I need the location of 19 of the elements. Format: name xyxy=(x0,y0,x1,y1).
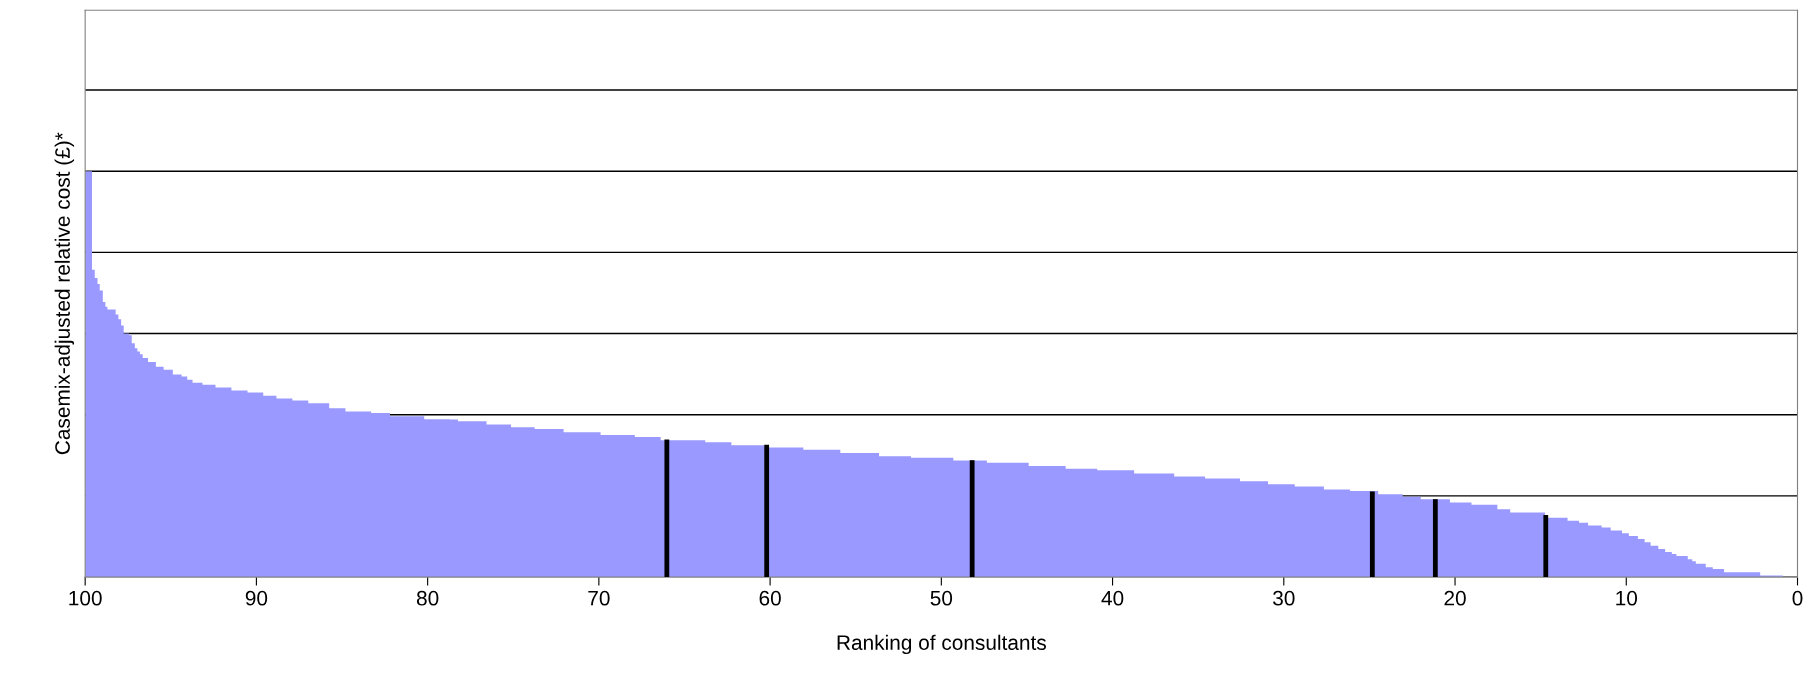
x-tick-label: 90 xyxy=(245,590,268,606)
x-tick-label: 60 xyxy=(759,590,781,606)
bar xyxy=(1369,491,1375,578)
bar xyxy=(764,444,770,578)
x-axis-title: Ranking of consultants xyxy=(837,634,1046,655)
x-tick-label: 20 xyxy=(1444,590,1466,606)
x-tick-label: 100 xyxy=(69,590,102,606)
x-tick-label: 80 xyxy=(416,590,439,606)
x-tick-label: 10 xyxy=(1616,590,1638,606)
x-tick-label: 30 xyxy=(1273,590,1295,606)
bar xyxy=(969,460,975,578)
x-tick-label: 0 xyxy=(1792,590,1803,606)
y-axis-title: Casemix-adjusted relative cost (£)* xyxy=(54,132,75,455)
bar xyxy=(1543,514,1549,578)
bar xyxy=(1432,499,1438,578)
x-tick-label: 40 xyxy=(1101,590,1124,606)
bar xyxy=(664,439,670,578)
x-tick-label: 50 xyxy=(930,590,953,606)
x-tick-label: 70 xyxy=(588,590,610,606)
